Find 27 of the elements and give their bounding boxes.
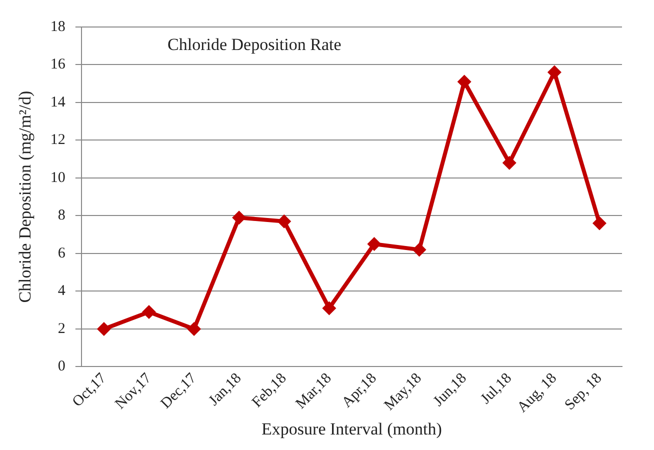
y-tick-label: 6	[58, 245, 66, 262]
point	[547, 65, 562, 80]
y-tick-label: 12	[50, 132, 66, 148]
y-tick-label: 14	[50, 94, 66, 110]
point	[142, 304, 156, 319]
y-tick-label: 10	[50, 170, 66, 186]
point	[412, 242, 426, 257]
y-axis-title: Chloride Deposition (mg/m²/d)	[16, 90, 35, 303]
point	[457, 74, 472, 89]
point	[277, 214, 292, 228]
point	[592, 216, 606, 230]
x-axis-title: Exposure Interval (month)	[262, 419, 442, 438]
text: Chloride Deposition Rate	[168, 34, 342, 54]
y-tick-label: 2	[58, 320, 66, 337]
point	[367, 237, 382, 252]
point	[96, 322, 111, 336]
x-tick-label: Sep, 18	[562, 370, 606, 414]
point	[322, 301, 336, 316]
point	[502, 156, 516, 170]
point	[187, 322, 202, 336]
y-tick-label: 4	[58, 283, 66, 300]
y-tick-label: 16	[50, 56, 66, 73]
point	[232, 210, 246, 225]
y-tick-label: 18	[50, 18, 66, 35]
y-tick-label: 8	[58, 208, 66, 224]
y-tick-label: 0	[58, 358, 66, 375]
x-tick-label: Aug, 18	[514, 370, 560, 416]
